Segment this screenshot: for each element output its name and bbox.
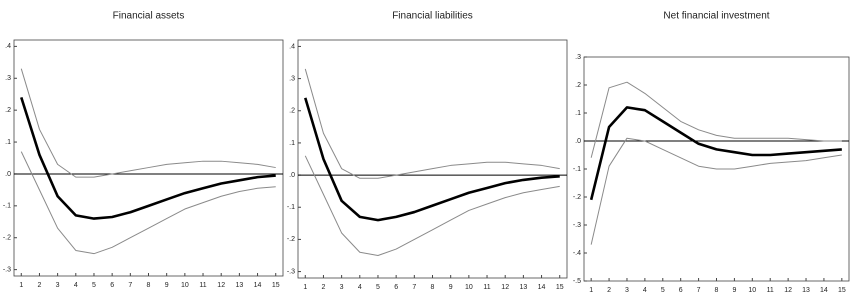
y-tick-label: .3 [575, 54, 581, 61]
x-tick-label: 14 [254, 282, 262, 289]
series-line [21, 69, 275, 177]
y-tick-label: .4 [289, 43, 295, 50]
x-tick-label: 7 [412, 284, 416, 291]
x-tick-label: 5 [661, 287, 665, 294]
x-tick-label: 10 [465, 284, 473, 291]
x-tick-label: 10 [748, 287, 756, 294]
y-tick-label: -.1 [573, 166, 581, 173]
series-line [591, 82, 842, 158]
x-tick-label: 9 [165, 282, 169, 289]
series-line [305, 69, 559, 178]
y-tick-label: .0 [575, 138, 581, 145]
x-tick-label: 11 [199, 282, 206, 289]
y-tick-label: .3 [5, 75, 11, 82]
y-tick-label: .4 [5, 43, 11, 50]
x-tick-label: 12 [501, 284, 509, 291]
chart-title: Financial assets [113, 11, 185, 22]
y-tick-label: -.4 [573, 250, 581, 257]
y-tick-label: -.3 [3, 266, 11, 273]
y-tick-label: .1 [5, 139, 11, 146]
y-tick-label: .1 [575, 110, 581, 117]
y-tick-label: -.2 [287, 236, 295, 243]
x-tick-label: 8 [147, 282, 151, 289]
x-tick-label: 14 [538, 284, 546, 291]
x-tick-label: 13 [235, 282, 243, 289]
y-tick-label: -.3 [573, 222, 581, 229]
chart-title: Financial liabilities [392, 11, 473, 22]
x-tick-label: 13 [802, 287, 810, 294]
x-tick-label: 15 [838, 287, 846, 294]
x-tick-label: 3 [56, 282, 60, 289]
x-tick-label: 8 [431, 284, 435, 291]
series-line [591, 107, 842, 199]
x-tick-label: 13 [519, 284, 527, 291]
x-tick-label: 2 [607, 287, 611, 294]
x-tick-label: 4 [643, 287, 647, 294]
x-tick-label: 11 [483, 284, 490, 291]
x-tick-label: 4 [74, 282, 78, 289]
x-tick-label: 5 [376, 284, 380, 291]
x-tick-label: 12 [784, 287, 792, 294]
x-tick-label: 4 [358, 284, 362, 291]
y-tick-label: -.3 [287, 268, 295, 275]
page: Financial assets.4.3.2.1.0-.1-.2-.312345… [0, 0, 852, 299]
series-line [21, 97, 275, 218]
y-tick-label: .0 [5, 171, 11, 178]
y-tick-label: -.2 [573, 194, 581, 201]
x-tick-label: 3 [625, 287, 629, 294]
x-tick-label: 9 [449, 284, 453, 291]
x-tick-label: 6 [679, 287, 683, 294]
chart-title: Net financial investment [663, 11, 769, 22]
x-tick-label: 6 [394, 284, 398, 291]
y-tick-label: -.1 [287, 204, 295, 211]
series-line [591, 138, 842, 244]
plot-frame [298, 40, 567, 278]
x-tick-label: 3 [340, 284, 344, 291]
x-tick-label: 14 [820, 287, 828, 294]
y-tick-label: .0 [289, 172, 295, 179]
y-tick-label: .2 [289, 108, 295, 115]
y-tick-label: .1 [289, 140, 295, 147]
y-tick-label: .2 [5, 107, 11, 114]
x-tick-label: 8 [715, 287, 719, 294]
y-tick-label: .3 [289, 75, 295, 82]
x-tick-label: 7 [128, 282, 132, 289]
x-tick-label: 1 [19, 282, 23, 289]
x-tick-label: 6 [110, 282, 114, 289]
x-tick-label: 2 [37, 282, 41, 289]
x-tick-label: 11 [767, 287, 774, 294]
x-tick-label: 10 [181, 282, 189, 289]
series-line [305, 98, 559, 220]
y-tick-label: -.2 [3, 235, 11, 242]
y-tick-label: -.5 [573, 278, 581, 285]
x-tick-label: 12 [217, 282, 225, 289]
chart: Financial assets.4.3.2.1.0-.1-.2-.312345… [0, 0, 852, 299]
x-tick-label: 5 [92, 282, 96, 289]
x-tick-label: 7 [697, 287, 701, 294]
y-tick-label: -.1 [3, 203, 11, 210]
x-tick-label: 15 [272, 282, 280, 289]
series-line [21, 152, 275, 254]
y-tick-label: .2 [575, 82, 581, 89]
x-tick-label: 9 [732, 287, 736, 294]
x-tick-label: 15 [556, 284, 564, 291]
x-tick-label: 1 [303, 284, 307, 291]
x-tick-label: 1 [589, 287, 593, 294]
x-tick-label: 2 [321, 284, 325, 291]
